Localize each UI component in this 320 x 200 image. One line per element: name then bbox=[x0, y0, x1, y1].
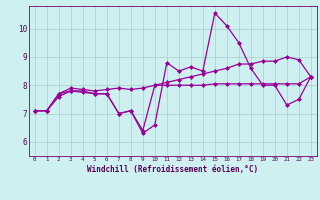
X-axis label: Windchill (Refroidissement éolien,°C): Windchill (Refroidissement éolien,°C) bbox=[87, 165, 258, 174]
